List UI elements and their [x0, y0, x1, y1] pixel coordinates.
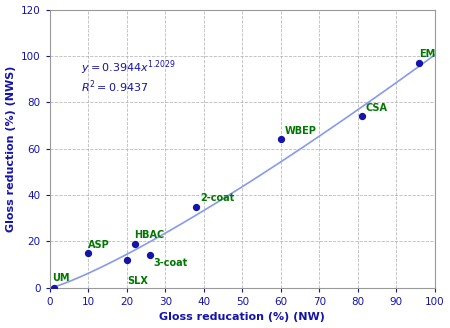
Point — [50, 285, 57, 291]
Point — [193, 204, 200, 209]
Text: 2-coat: 2-coat — [200, 193, 234, 203]
Text: SLX: SLX — [127, 276, 148, 286]
Point — [358, 113, 365, 119]
Point — [416, 60, 423, 66]
Point — [123, 257, 130, 263]
Point — [85, 251, 92, 256]
Point — [131, 241, 138, 246]
Point — [146, 253, 153, 258]
X-axis label: Gloss reducation (%) (NW): Gloss reducation (%) (NW) — [159, 313, 325, 322]
Text: HBAC: HBAC — [135, 230, 165, 240]
Point — [277, 137, 284, 142]
Text: UM: UM — [52, 273, 69, 283]
Y-axis label: Gloss reduction (%) (NWS): Gloss reduction (%) (NWS) — [5, 66, 16, 232]
Text: $R^2 = 0.9437$: $R^2 = 0.9437$ — [81, 79, 148, 95]
Text: WBEP: WBEP — [284, 126, 316, 136]
Text: $y = 0.3944x^{1.2029}$: $y = 0.3944x^{1.2029}$ — [81, 58, 175, 77]
Text: EM: EM — [419, 50, 436, 59]
Text: 3-coat: 3-coat — [154, 258, 188, 268]
Text: ASP: ASP — [88, 239, 110, 250]
Text: CSA: CSA — [365, 103, 387, 113]
